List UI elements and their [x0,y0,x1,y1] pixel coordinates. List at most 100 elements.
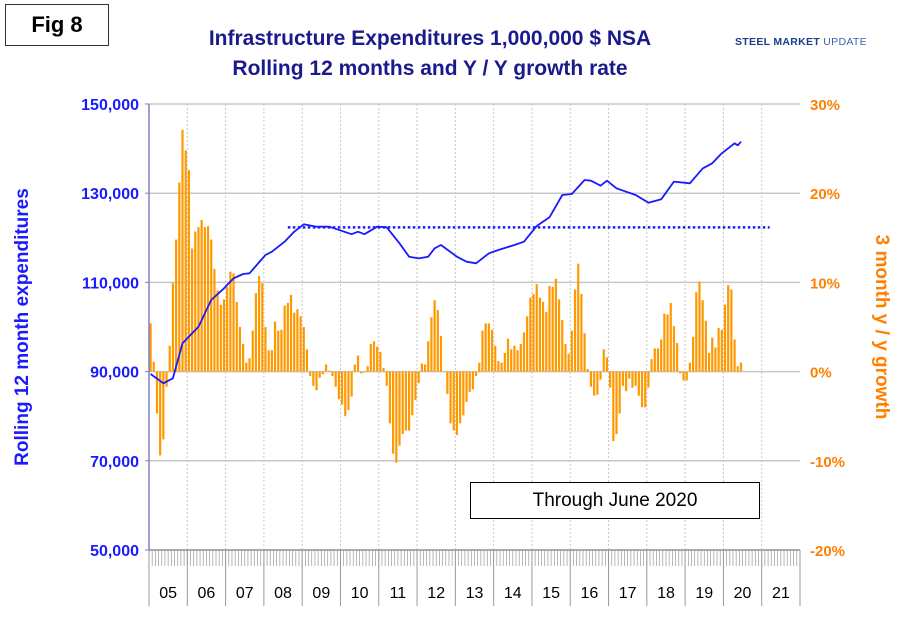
growth-bar [707,352,711,372]
growth-bar [688,362,692,372]
growth-bar [302,327,305,372]
growth-bar [427,341,430,372]
growth-bar [714,347,717,372]
growth-bar [229,271,232,372]
growth-bar [526,316,529,372]
growth-bar [506,338,510,372]
growth-bar [420,363,423,372]
growth-bar [273,321,277,372]
growth-bar [363,371,366,373]
growth-bar [187,170,190,372]
growth-bar [200,219,203,372]
growth-bar [602,349,605,372]
growth-bar [583,333,586,372]
growth-bar [232,273,235,372]
growth-bar [542,302,545,372]
growth-bar [168,345,171,372]
growth-bar [484,323,487,372]
growth-bar [219,304,222,372]
growth-bar [644,371,647,408]
growth-bar [656,348,660,372]
y-tick-left: 70,000 [90,454,139,471]
y-tick-right: -10% [810,454,845,471]
growth-bar [238,327,242,372]
y-tick-right: 30% [810,97,840,114]
growth-bar [711,337,714,372]
growth-bar [175,239,178,372]
growth-bar [465,371,468,402]
growth-bar [650,359,653,372]
y-tick-right: -20% [810,543,845,560]
growth-bar [210,239,213,372]
growth-bar [739,362,743,372]
growth-bar [369,343,372,372]
growth-bar [184,150,187,372]
growth-bar [245,362,248,372]
growth-bar [736,366,739,372]
growth-bar [267,350,270,372]
growth-bar [647,371,650,388]
growth-bar [379,351,382,372]
growth-bar [392,371,395,454]
chart-title: Infrastructure Expenditures 1,000,000 $ … [208,27,652,50]
growth-bar [621,371,624,386]
x-tick-label: 14 [504,585,522,602]
steel-market-update-logo: STEEL MARKET UPDATE [735,36,867,48]
growth-bar [293,312,296,372]
growth-bar [513,345,516,372]
growth-bar [535,284,538,372]
growth-bar [411,371,414,416]
growth-bar [577,263,580,372]
growth-bar [449,371,452,424]
growth-bar [376,346,379,372]
y-tick-left: 90,000 [90,365,139,382]
x-tick-label: 16 [580,585,598,602]
y-tick-left: 110,000 [82,275,139,292]
growth-bar [446,371,449,394]
x-tick-label: 07 [236,585,254,602]
growth-bar [487,323,490,372]
growth-bar [325,364,328,372]
growth-bar [347,371,350,410]
growth-bar [685,371,688,381]
growth-bar [165,371,168,387]
growth-bar [385,371,388,386]
growth-bar [695,292,698,372]
growth-bar [564,343,567,372]
growth-bar [691,336,695,372]
growth-bar [599,371,602,380]
growth-bar [280,329,283,372]
y-tick-right: 10% [810,275,840,292]
growth-bar [532,293,535,372]
rolling-12-month-line [150,141,742,385]
growth-bar [407,371,411,431]
growth-bar [548,285,551,372]
x-tick-label: 15 [542,585,560,602]
growth-bar [401,371,404,435]
y-tick-right: 20% [810,186,840,203]
growth-bar [337,371,340,400]
growth-bar [676,343,679,372]
growth-bar [254,293,258,372]
x-tick-label: 06 [198,585,216,602]
growth-bar [398,371,401,446]
growth-bar [557,299,561,372]
growth-bar [605,357,609,372]
growth-bar [503,352,506,372]
growth-bar [459,371,462,424]
growth-bar [334,371,337,387]
y-tick-left: 50,000 [90,543,139,560]
growth-bar [289,294,293,372]
growth-bar [430,317,433,372]
x-tick-label: 18 [657,585,675,602]
y-tick-left: 150,000 [81,97,139,114]
growth-bar [257,276,261,372]
growth-bar [404,371,407,431]
growth-bar [545,311,548,372]
growth-bar [500,362,503,372]
growth-bar [312,371,315,386]
growth-bar [573,289,577,372]
through-date-annotation: Through June 2020 [470,482,760,519]
x-tick-label: 13 [466,585,484,602]
